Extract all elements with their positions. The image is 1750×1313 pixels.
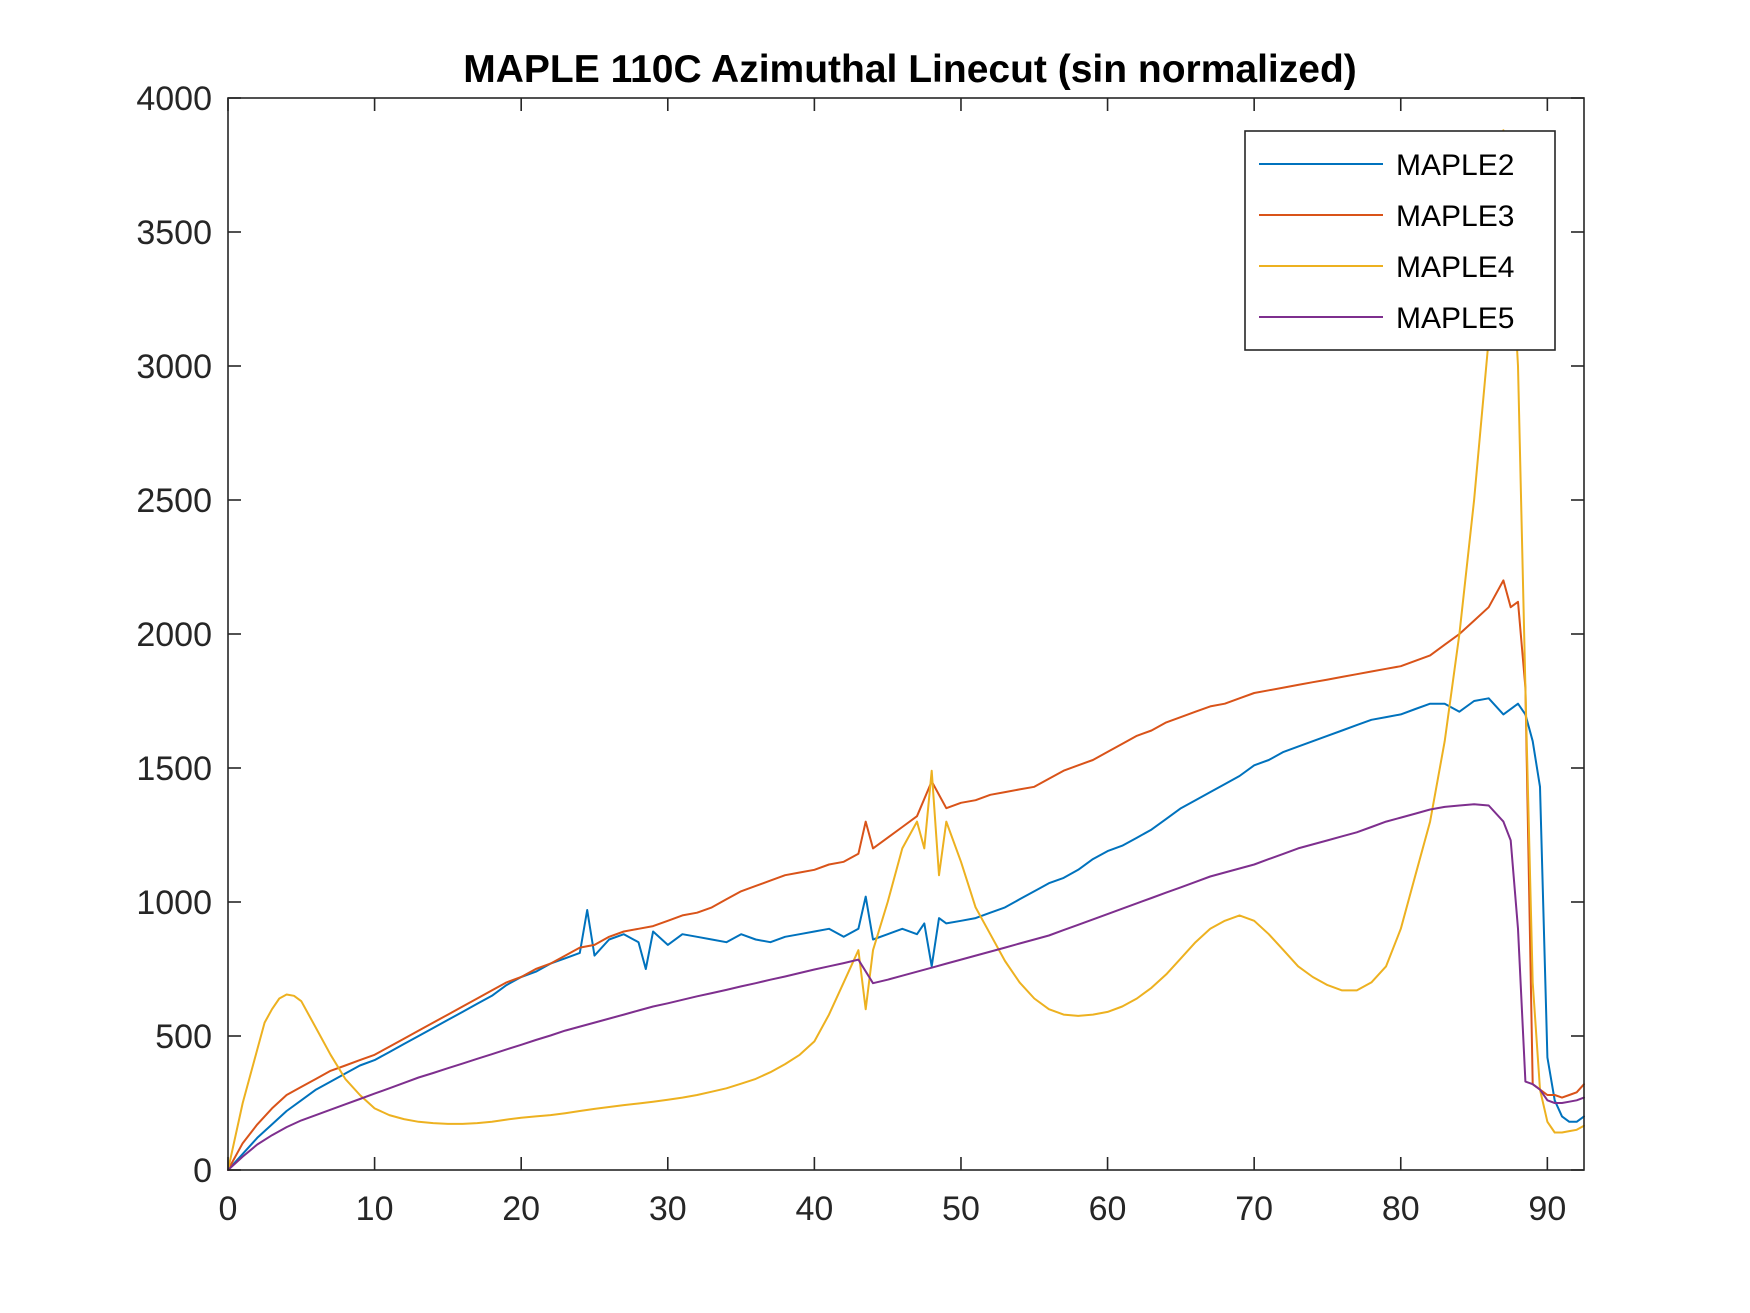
x-tick-label: 80 [1382,1190,1420,1228]
x-tick-label: 70 [1235,1190,1273,1228]
y-tick-label: 1500 [136,750,212,788]
x-tick-label: 20 [502,1190,540,1228]
x-tick-label: 0 [219,1190,238,1228]
y-tick-label: 3500 [136,214,212,252]
y-tick-label: 2000 [136,616,212,654]
x-tick-label: 30 [649,1190,687,1228]
y-tick-label: 4000 [136,80,212,118]
legend: MAPLE2 MAPLE3 MAPLE4 MAPLE5 [1245,131,1555,350]
x-tick-label: 50 [942,1190,980,1228]
legend-label-maple4: MAPLE4 [1396,251,1514,284]
x-tick-label: 60 [1089,1190,1127,1228]
legend-label-maple5: MAPLE5 [1396,302,1514,335]
x-tick-label: 10 [356,1190,394,1228]
y-tick-label: 500 [155,1018,212,1056]
legend-label-maple2: MAPLE2 [1396,149,1514,182]
y-tick-label: 2500 [136,482,212,520]
y-tick-label: 0 [193,1152,212,1190]
chart-title: MAPLE 110C Azimuthal Linecut (sin normal… [463,48,1357,91]
y-tick-label: 3000 [136,348,212,386]
x-tick-label: 40 [795,1190,833,1228]
x-tick-label: 90 [1528,1190,1566,1228]
legend-label-maple3: MAPLE3 [1396,200,1514,233]
y-tick-label: 1000 [136,884,212,922]
